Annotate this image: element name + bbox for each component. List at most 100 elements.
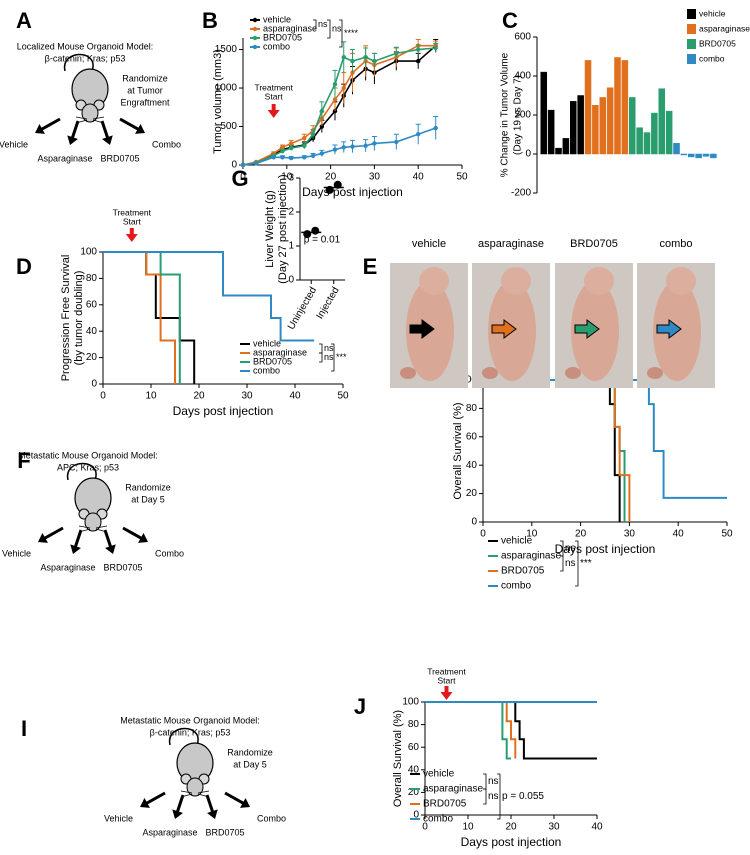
x-tick-label: 30 bbox=[624, 529, 636, 540]
diagram-text: at Tumor bbox=[127, 85, 163, 95]
photo-arrow bbox=[409, 319, 435, 339]
significance-label: ns bbox=[332, 23, 342, 33]
arrow-shaft bbox=[122, 526, 143, 540]
survival-curve bbox=[425, 701, 597, 760]
treatment-arrow bbox=[440, 686, 453, 700]
significance-bracket bbox=[313, 19, 317, 30]
legend-swatch bbox=[687, 54, 696, 64]
data-point bbox=[416, 58, 421, 64]
arrow-head bbox=[240, 798, 250, 808]
data-point bbox=[288, 155, 294, 161]
y-tick-label: 20 bbox=[466, 488, 478, 499]
bar bbox=[599, 97, 607, 155]
diagram-arm: Vehicle bbox=[0, 139, 28, 149]
y-tick-label: 200 bbox=[514, 110, 531, 121]
arrow-shaft bbox=[205, 794, 215, 813]
series-line bbox=[242, 44, 436, 166]
y-tick-label: 100 bbox=[80, 247, 97, 258]
panel-letter: G bbox=[231, 166, 248, 191]
y-axis-label: (Day 27 post injection) bbox=[277, 174, 289, 283]
bar bbox=[555, 147, 562, 155]
treatment-label: Treatment bbox=[254, 82, 293, 92]
diagram-arm: Combo bbox=[155, 548, 184, 558]
bar bbox=[636, 127, 643, 155]
bar bbox=[540, 71, 548, 155]
panel-letter: B bbox=[202, 8, 218, 33]
arrow-shaft bbox=[70, 120, 80, 139]
mouse-leg bbox=[647, 367, 663, 379]
arrow-shaft bbox=[145, 791, 166, 805]
bar bbox=[695, 153, 702, 159]
treatment-label: Treatment bbox=[427, 666, 466, 676]
mouse-leg bbox=[482, 367, 498, 379]
diagram-title: β-catenin; Kras; p53 bbox=[150, 727, 231, 737]
data-point bbox=[363, 143, 368, 148]
treatment-arrow bbox=[125, 228, 138, 242]
mouse-leg bbox=[565, 367, 581, 379]
significance-bracket bbox=[339, 19, 343, 48]
diagram-arm: Asparaginase bbox=[37, 153, 92, 163]
photo-label: combo bbox=[659, 238, 692, 250]
treatment-label: Start bbox=[123, 216, 142, 226]
arrow-head bbox=[105, 544, 116, 554]
legend-label: asparaginase bbox=[253, 347, 307, 357]
data-point bbox=[332, 81, 338, 87]
mouse-icon bbox=[67, 462, 112, 533]
significance-label: *** bbox=[336, 352, 347, 362]
data-point bbox=[394, 139, 399, 145]
x-tick-label: 0 bbox=[100, 391, 106, 402]
legend-label: vehicle bbox=[263, 14, 291, 24]
bar bbox=[710, 153, 717, 159]
diagram-arm: Asparaginase bbox=[40, 562, 95, 572]
significance-bracket bbox=[575, 540, 579, 587]
data-point bbox=[319, 151, 325, 156]
x-tick-label: 40 bbox=[289, 391, 301, 402]
photo-label: vehicle bbox=[412, 238, 446, 250]
series-line bbox=[242, 45, 437, 166]
significance-label: **** bbox=[344, 28, 359, 38]
significance-bracket bbox=[319, 352, 323, 363]
bar bbox=[621, 60, 629, 155]
x-tick-label: 0 bbox=[240, 172, 246, 183]
y-tick-label: 0 bbox=[525, 149, 531, 160]
x-axis-label: Days post injection bbox=[173, 404, 274, 418]
y-tick-label: 3 bbox=[288, 173, 294, 184]
y-axis-label: Liver Weight (g) bbox=[264, 190, 276, 267]
diagram-title: Metastatic Mouse Organoid Model: bbox=[18, 450, 158, 460]
y-tick-label: 100 bbox=[460, 375, 477, 386]
legend-label: BRD0705 bbox=[263, 32, 302, 42]
bar bbox=[643, 132, 651, 155]
y-axis-label: Tumor volume (mm3) bbox=[212, 49, 224, 154]
data-point bbox=[372, 58, 377, 64]
arrow-head bbox=[135, 124, 145, 134]
legend-swatch bbox=[687, 9, 696, 19]
arrow-head bbox=[172, 809, 183, 819]
significance-label: ns bbox=[488, 791, 499, 802]
y-tick-label: 500 bbox=[220, 121, 237, 132]
y-tick-label: 0 bbox=[288, 275, 294, 286]
x-tick-label: 50 bbox=[721, 529, 733, 540]
bar bbox=[658, 88, 666, 155]
diagram-title: β-catenin; Kras; p53 bbox=[45, 53, 126, 63]
photo-arrow bbox=[574, 319, 600, 339]
data-point bbox=[350, 70, 355, 75]
y-tick-label: 600 bbox=[514, 32, 531, 43]
panel-letter: C bbox=[502, 8, 518, 33]
y-tick-label: 0 bbox=[471, 517, 477, 528]
significance-label: *** bbox=[580, 558, 592, 569]
legend-label: asparaginase bbox=[501, 551, 561, 562]
bar bbox=[606, 87, 614, 155]
x-tick-label: 40 bbox=[591, 822, 603, 833]
bar bbox=[628, 97, 636, 155]
mouse-whiskers bbox=[75, 116, 105, 124]
arrow-head bbox=[140, 798, 150, 808]
x-tick-label: 30 bbox=[548, 822, 560, 833]
arrow-shaft bbox=[224, 791, 245, 805]
legend-label: BRD0705 bbox=[501, 566, 545, 577]
data-point bbox=[288, 145, 294, 151]
bar bbox=[673, 143, 680, 155]
diagram-text: Randomize bbox=[122, 73, 168, 83]
y-tick-label: 2 bbox=[288, 207, 294, 218]
bar bbox=[584, 60, 592, 155]
